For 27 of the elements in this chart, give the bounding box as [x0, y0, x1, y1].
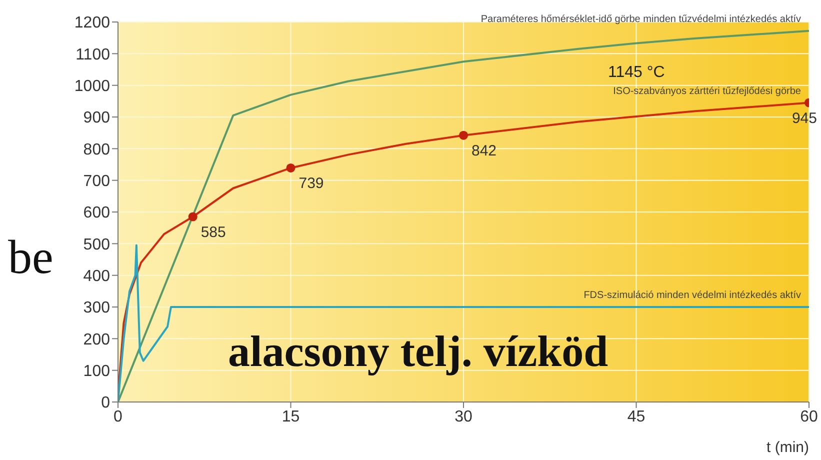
- y-tick-label: 200: [83, 331, 110, 348]
- y-tick-label: 1200: [74, 14, 110, 32]
- y-tick-label: 100: [83, 363, 110, 380]
- text: be: [8, 230, 54, 285]
- x-tick-label: 30: [454, 408, 472, 426]
- point: [286, 163, 296, 172]
- x-tick-label: 60: [800, 408, 818, 426]
- x-axis-title: t (min): [766, 439, 809, 456]
- series-label: Paraméteres hőmérséklet-idő görbe minden tűzvédelmi intézkedés aktív: [480, 14, 801, 25]
- x-tick-label: 45: [627, 408, 646, 426]
- point: [458, 130, 468, 140]
- x-tick-label: 0: [114, 408, 123, 426]
- x-tick-label: 15: [282, 408, 300, 426]
- y-tick-label: 1100: [76, 46, 110, 64]
- annotation: alacsony telj. vízköd: [228, 326, 608, 377]
- y-tick-label: 0: [101, 394, 110, 412]
- y-tick-label: 500: [83, 236, 110, 254]
- y-tick-label: 600: [83, 204, 110, 222]
- y-tick-label: 800: [83, 141, 110, 158]
- data-label: 585: [200, 224, 226, 241]
- y-tick-label: 400: [83, 268, 110, 286]
- y-tick-label: 900: [83, 110, 110, 127]
- point: [188, 212, 198, 222]
- data-label: 739: [298, 174, 324, 192]
- y-tick-label: 1000: [74, 78, 110, 96]
- y-tick-label: 700: [83, 173, 110, 190]
- y-tick-label: 300: [83, 300, 110, 317]
